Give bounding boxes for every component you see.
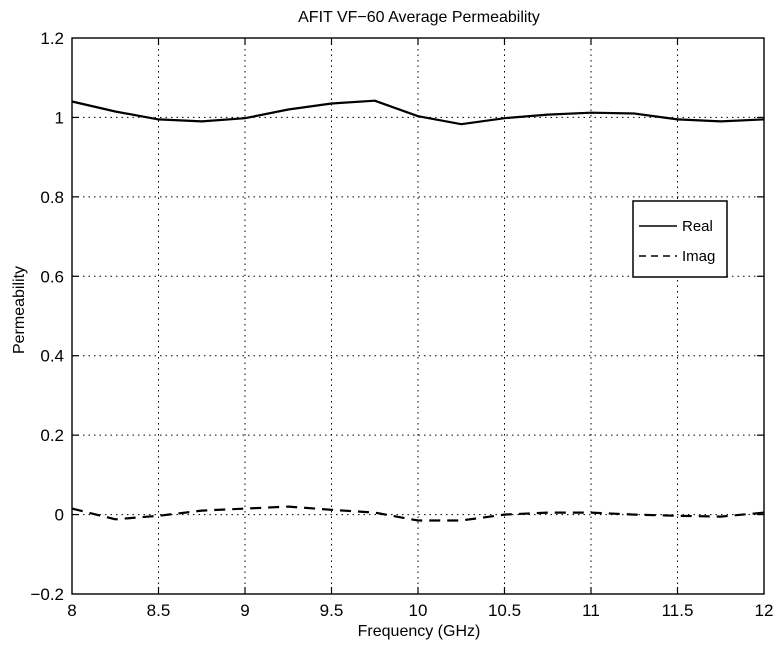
y-tick-label: 0 bbox=[55, 506, 64, 525]
y-tick-label: 0.8 bbox=[40, 188, 64, 207]
legend: Real Imag bbox=[632, 200, 728, 278]
axis-ticks: 8 8.5 9 9.5 10 10.5 11 11.5 12 −0.2 0 0.2 0.4 0.6 0.8 1… bbox=[30, 29, 773, 620]
x-tick-label: 12 bbox=[755, 601, 774, 620]
chart-title: AFIT VF−60 Average Permeability bbox=[298, 9, 540, 26]
grid-lines bbox=[72, 38, 764, 594]
x-tick-label: 9 bbox=[240, 601, 249, 620]
x-tick-label: 11 bbox=[582, 601, 600, 620]
legend-box bbox=[632, 200, 728, 278]
y-axis-label: Permeability bbox=[11, 266, 28, 354]
x-tick-label: 9.5 bbox=[320, 601, 344, 620]
y-tick-label: 0.2 bbox=[40, 426, 64, 445]
x-tick-label: 8 bbox=[67, 601, 76, 620]
y-tick-label: 1 bbox=[55, 108, 64, 127]
x-tick-label: 8.5 bbox=[147, 601, 171, 620]
series-line-real bbox=[71, 99, 765, 126]
x-axis-label: Frequency (GHz) bbox=[358, 623, 481, 640]
x-tick-label: 10.5 bbox=[488, 601, 521, 620]
x-tick-label: 10 bbox=[409, 601, 428, 620]
legend-label-real: Real bbox=[682, 218, 713, 235]
x-tick-label: 11.5 bbox=[662, 601, 694, 620]
y-tick-label: 0.4 bbox=[40, 347, 64, 366]
y-tick-label: 0.6 bbox=[40, 267, 64, 286]
series-line-imag bbox=[71, 505, 765, 522]
y-tick-label: 1.2 bbox=[40, 29, 64, 48]
legend-label-imag: Imag bbox=[682, 248, 715, 265]
y-tick-label: −0.2 bbox=[30, 585, 64, 604]
series-lines bbox=[71, 99, 765, 522]
